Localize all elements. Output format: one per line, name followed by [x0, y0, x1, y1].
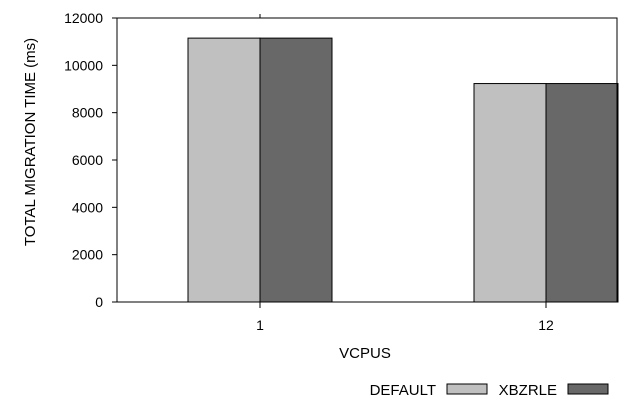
bar-default-12 — [473, 83, 547, 303]
y-tick-label: 6000 — [72, 152, 103, 168]
y-axis: 0 2000 4000 6000 8000 10000 12000 — [64, 10, 117, 310]
x-tick-label: 1 — [256, 317, 264, 333]
legend-label-xbzrle: XBZRLE — [499, 382, 557, 399]
y-tick-label: 0 — [95, 294, 103, 310]
plot-area-frame — [116, 17, 618, 303]
y-axis-title: TOTAL MIGRATION TIME (ms) — [22, 38, 39, 246]
bar-default-1 — [187, 37, 261, 303]
bar-xbzrle-12 — [545, 83, 619, 303]
x-axis: 1 12 — [256, 14, 554, 333]
x-tick-label: 12 — [538, 317, 554, 333]
legend: DEFAULT XBZRLE — [370, 382, 609, 399]
x-axis-title: VCPUS — [339, 345, 391, 362]
legend-swatch-xbzrle — [567, 383, 609, 395]
y-tick-label: 4000 — [72, 199, 103, 215]
bars — [187, 37, 619, 303]
bar-xbzrle-1 — [259, 37, 333, 303]
legend-label-default: DEFAULT — [370, 382, 436, 399]
y-tick-label: 8000 — [72, 105, 103, 121]
y-tick-label: 10000 — [64, 57, 103, 73]
y-tick-label: 2000 — [72, 247, 103, 263]
y-tick-label: 12000 — [64, 10, 103, 26]
legend-swatch-default — [446, 383, 488, 395]
